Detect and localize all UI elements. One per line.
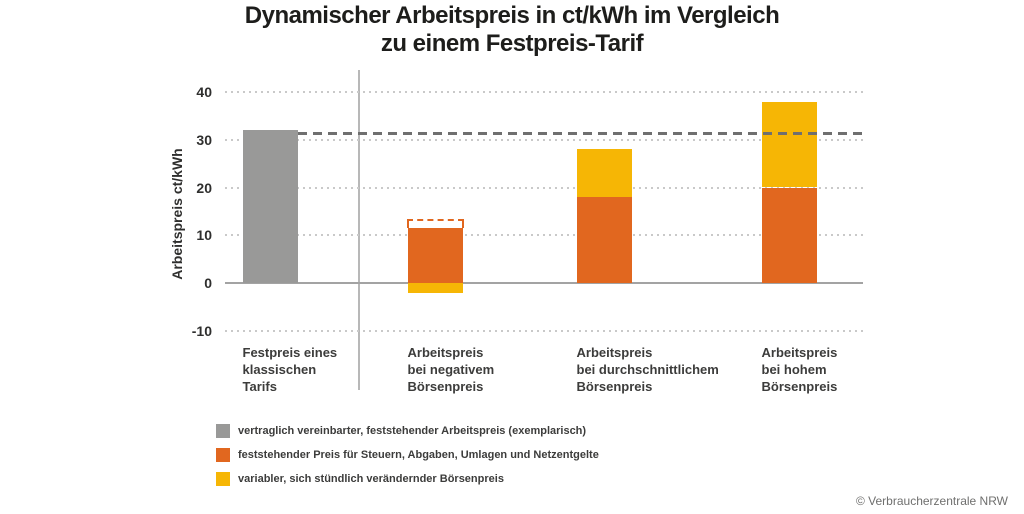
category-label: Arbeitspreis bei durchschnittlichem Börs… (576, 345, 719, 394)
bar-segment (761, 187, 817, 283)
y-tick-label: -10 (191, 322, 212, 339)
gridline (225, 91, 863, 93)
bar-segment (761, 101, 817, 188)
dashed-outline-annotation (406, 218, 464, 229)
legend-item-label: variabler, sich stündlich verändernder B… (238, 473, 504, 485)
gridline (225, 329, 863, 332)
y-tick-label: 40 (196, 84, 212, 100)
legend-item-label: vertraglich vereinbarter, feststehender … (238, 425, 587, 437)
legend-color-swatch (216, 424, 230, 438)
y-axis-title: Arbeitspreis ct/kWh (169, 148, 185, 280)
bar-segment (407, 283, 463, 293)
bar-segment (407, 228, 463, 283)
gridline (225, 186, 863, 189)
gridline (225, 234, 863, 237)
y-tick-label: 0 (204, 275, 212, 291)
bar-segment (576, 197, 632, 283)
chart-title-line2: zu einem Festpreis-Tarif (380, 30, 644, 57)
chart-title: Dynamischer Arbeitspreis in ct/kWh im Ve… (0, 2, 1024, 58)
reference-dashed-line (298, 131, 863, 135)
legend-color-swatch (216, 448, 230, 462)
y-tick-label: 30 (196, 131, 212, 148)
category-label: Arbeitspreis bei hohem Börsenpreis (761, 345, 838, 394)
x-axis-line (225, 282, 863, 284)
chart-title-line1: Dynamischer Arbeitspreis in ct/kWh im Ve… (244, 2, 780, 29)
category-label: Festpreis eines klassischen Tarifs (242, 345, 338, 394)
legend-color-swatch (216, 472, 230, 486)
legend-item-label: feststehender Preis für Steuern, Abgaben… (238, 449, 599, 461)
bar-segment (576, 149, 632, 198)
copyright-text: © Verbraucherzentrale NRW (855, 494, 1008, 508)
separator-line (358, 70, 360, 390)
y-tick-label: 10 (196, 227, 212, 244)
category-label: Arbeitspreis bei negativem Börsenpreis (407, 345, 495, 394)
bar-segment (242, 130, 298, 283)
y-tick-label: 20 (196, 179, 212, 196)
gridline (225, 138, 863, 141)
